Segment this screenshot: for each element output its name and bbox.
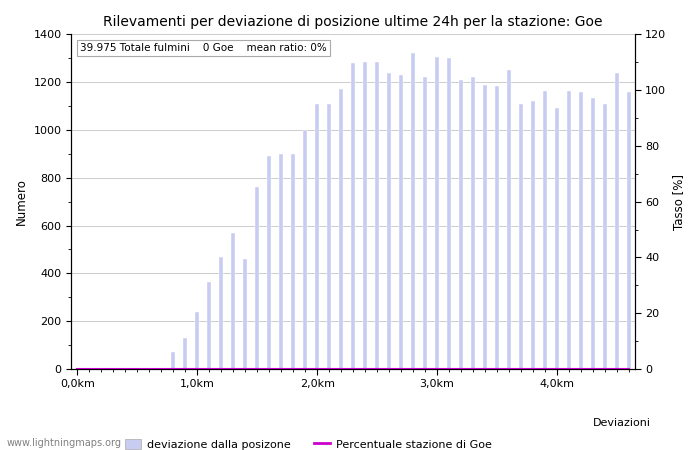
Bar [567, 90, 571, 369]
Bar [327, 104, 331, 369]
Text: 39.975 Totale fulmini    0 Goe    mean ratio: 0%: 39.975 Totale fulmini 0 Goe mean ratio: … [80, 43, 327, 53]
Bar [626, 92, 631, 369]
Bar [243, 259, 247, 369]
Bar [351, 63, 356, 369]
Bar [195, 312, 199, 369]
Bar [267, 156, 272, 369]
Bar [447, 58, 452, 369]
Bar [231, 233, 235, 369]
Legend: deviazione dalla posizone, deviazione stazione di Goe, Percentuale stazione di G: deviazione dalla posizone, deviazione st… [120, 435, 496, 450]
Bar [459, 80, 463, 369]
Bar [423, 77, 427, 369]
Bar [531, 101, 535, 369]
Bar [183, 338, 188, 369]
Bar [507, 70, 511, 369]
Bar [411, 54, 415, 369]
Title: Rilevamenti per deviazione di posizione ultime 24h per la stazione: Goe: Rilevamenti per deviazione di posizione … [104, 15, 603, 29]
Bar [579, 92, 583, 369]
Bar [363, 62, 368, 369]
Bar [495, 86, 499, 369]
Bar [471, 77, 475, 369]
Bar [172, 352, 176, 369]
Y-axis label: Numero: Numero [15, 178, 28, 225]
Bar [291, 154, 295, 369]
Bar [399, 75, 403, 369]
Bar [387, 72, 391, 369]
Bar [375, 62, 379, 369]
Bar [519, 104, 523, 369]
Bar [255, 187, 259, 369]
Text: Deviazioni: Deviazioni [593, 418, 651, 428]
Bar [207, 282, 211, 369]
Bar [543, 90, 547, 369]
Bar [88, 368, 92, 369]
Bar [591, 98, 595, 369]
Bar [279, 154, 284, 369]
Bar [615, 72, 619, 369]
Bar [483, 85, 487, 369]
Y-axis label: Tasso [%]: Tasso [%] [672, 174, 685, 230]
Bar [219, 256, 223, 369]
Bar [603, 104, 607, 369]
Bar [555, 108, 559, 369]
Bar [339, 89, 343, 369]
Bar [315, 104, 319, 369]
Bar [303, 130, 307, 369]
Text: www.lightningmaps.org: www.lightningmaps.org [7, 438, 122, 448]
Bar [435, 57, 439, 369]
